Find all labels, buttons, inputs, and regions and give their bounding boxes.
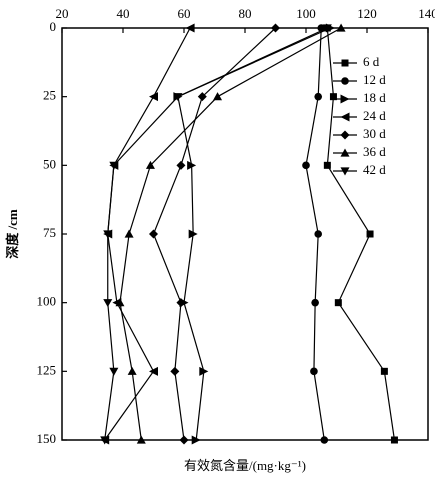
data-point xyxy=(334,299,342,307)
data-point xyxy=(103,299,113,308)
data-point xyxy=(271,23,280,33)
x-tick-label: 80 xyxy=(239,6,252,21)
legend-label: 24 d xyxy=(363,108,386,123)
legend-marker xyxy=(340,148,350,157)
data-point xyxy=(103,230,113,239)
data-point xyxy=(314,230,323,238)
series-line xyxy=(104,27,328,441)
y-axis-title: 深度 /cm xyxy=(5,209,20,259)
legend-marker xyxy=(341,59,349,67)
data-point xyxy=(145,160,155,169)
data-point xyxy=(109,161,119,170)
data-point xyxy=(127,366,137,375)
legend-label: 30 d xyxy=(363,126,386,141)
data-point xyxy=(109,367,119,376)
data-point xyxy=(100,436,110,445)
data-point xyxy=(320,436,329,444)
data-point xyxy=(310,367,318,376)
x-tick-label: 40 xyxy=(117,6,130,21)
data-point xyxy=(176,298,186,308)
data-point xyxy=(124,229,134,238)
data-point xyxy=(185,23,195,33)
data-point xyxy=(323,161,331,169)
x-tick-label: 20 xyxy=(56,6,69,21)
data-point xyxy=(149,229,158,239)
data-point xyxy=(213,92,223,101)
y-tick-label: 0 xyxy=(50,19,57,34)
data-point xyxy=(311,298,319,307)
x-tick-label: 100 xyxy=(296,6,316,21)
x-axis-title: 有效氮含量/(mg·kg⁻¹) xyxy=(184,458,306,473)
legend-marker xyxy=(341,77,349,85)
data-point xyxy=(390,436,398,444)
legend-label: 36 d xyxy=(363,144,386,159)
data-point xyxy=(173,93,183,102)
series-line xyxy=(177,27,331,441)
data-point xyxy=(149,92,158,102)
data-point xyxy=(336,23,346,32)
data-point xyxy=(380,367,388,375)
legend-label: 6 d xyxy=(363,54,380,69)
legend-label: 12 d xyxy=(363,72,386,87)
data-point xyxy=(366,230,374,238)
x-tick-label: 140 xyxy=(418,6,435,21)
series-line xyxy=(104,27,191,441)
x-tick-label: 60 xyxy=(178,6,191,21)
y-tick-label: 150 xyxy=(37,431,57,446)
data-point xyxy=(179,435,189,445)
y-tick-label: 75 xyxy=(43,225,56,240)
data-point xyxy=(149,366,158,376)
legend-label: 42 d xyxy=(363,162,386,177)
data-point xyxy=(197,92,207,102)
data-point xyxy=(170,366,180,376)
data-point xyxy=(191,435,201,445)
data-point xyxy=(199,366,209,376)
x-tick-label: 120 xyxy=(357,6,377,21)
y-tick-label: 100 xyxy=(37,294,57,309)
data-point xyxy=(329,93,337,101)
legend-marker xyxy=(340,94,350,104)
data-point xyxy=(187,160,197,170)
legend-marker xyxy=(340,167,350,176)
y-tick-label: 50 xyxy=(43,156,56,171)
data-point xyxy=(322,24,332,33)
series-line xyxy=(152,27,276,441)
y-tick-label: 125 xyxy=(37,362,57,377)
legend-marker xyxy=(340,112,350,122)
data-point xyxy=(302,161,310,170)
data-point xyxy=(176,160,186,170)
data-point xyxy=(136,435,146,444)
legend-label: 18 d xyxy=(363,90,386,105)
data-point xyxy=(188,229,198,239)
data-point xyxy=(314,92,323,101)
data-point xyxy=(115,298,125,307)
legend-marker xyxy=(340,130,350,140)
y-tick-label: 25 xyxy=(43,88,56,103)
